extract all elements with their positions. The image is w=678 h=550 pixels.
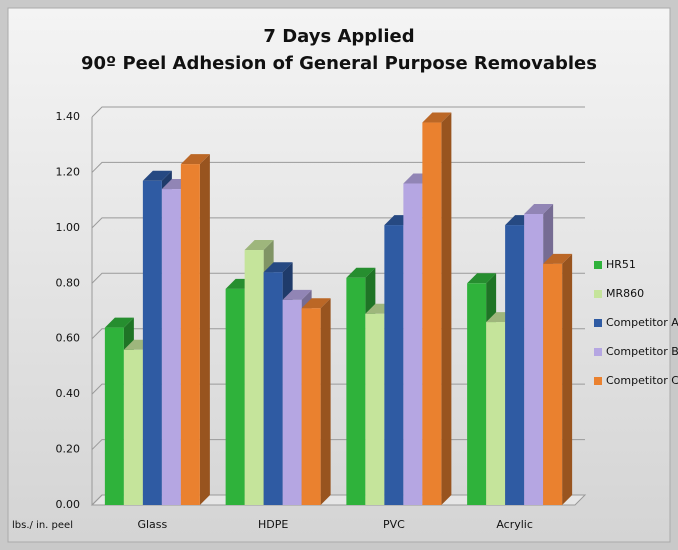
y-tick-label: 0.60	[56, 332, 81, 345]
y-tick-label: 1.40	[56, 110, 81, 123]
bar	[123, 349, 143, 505]
bar	[225, 288, 245, 505]
bar-top	[543, 253, 573, 264]
bar-top	[244, 240, 274, 251]
chart-title: 7 Days Applied	[263, 26, 414, 47]
bar	[244, 250, 264, 505]
bar	[301, 308, 321, 505]
bar-top	[142, 170, 172, 181]
legend-swatch	[594, 290, 602, 298]
legend-label: Competitor B	[606, 345, 678, 358]
bar-top	[282, 289, 312, 300]
bar-side	[199, 154, 210, 505]
bar	[180, 164, 200, 505]
bar	[161, 189, 181, 506]
bar	[282, 299, 302, 505]
bar	[263, 272, 283, 505]
legend-label: Competitor C	[606, 374, 678, 387]
x-tick-label: PVC	[383, 518, 405, 531]
bar-top	[346, 267, 376, 278]
y-tick-label: 0.80	[56, 276, 81, 289]
bar	[486, 322, 506, 505]
bar-top	[301, 298, 331, 309]
legend-label: HR51	[606, 258, 636, 271]
legend-swatch	[594, 319, 602, 327]
x-tick-label: HDPE	[258, 518, 288, 531]
legend-label: MR860	[606, 287, 644, 300]
y-axis-label: lbs./ in. peel	[12, 520, 73, 531]
bar	[384, 225, 404, 506]
bar	[142, 180, 162, 505]
bar-top	[422, 112, 452, 123]
bar-top	[524, 204, 554, 214]
y-tick-label: 1.00	[56, 221, 81, 234]
bar-side	[441, 112, 452, 506]
legend-swatch	[594, 377, 602, 385]
bar	[365, 313, 385, 505]
bar-top	[263, 262, 293, 273]
y-tick-label: 0.40	[56, 387, 81, 400]
chart-subtitle: 90º Peel Adhesion of General Purpose Rem…	[81, 53, 597, 74]
bar-side	[562, 253, 573, 505]
bar-top	[180, 154, 210, 165]
bar	[346, 277, 366, 505]
x-tick-label: Glass	[137, 518, 167, 531]
bar-side	[320, 298, 331, 505]
x-tick-label: Acrylic	[496, 518, 533, 531]
bar	[422, 122, 442, 506]
bar	[524, 214, 544, 505]
bar	[104, 327, 124, 505]
bar	[505, 225, 525, 506]
grid-line	[91, 106, 585, 118]
legend-label: Competitor A	[606, 316, 678, 329]
bar	[403, 183, 423, 505]
y-tick-label: 0.00	[56, 498, 81, 511]
y-tick-label: 1.20	[56, 165, 81, 178]
bar-top	[104, 317, 134, 328]
legend-swatch	[594, 261, 602, 269]
legend-swatch	[594, 348, 602, 356]
bar	[543, 263, 563, 505]
bar-top	[467, 273, 497, 284]
y-tick-label: 0.20	[56, 443, 81, 456]
bar	[467, 283, 487, 505]
